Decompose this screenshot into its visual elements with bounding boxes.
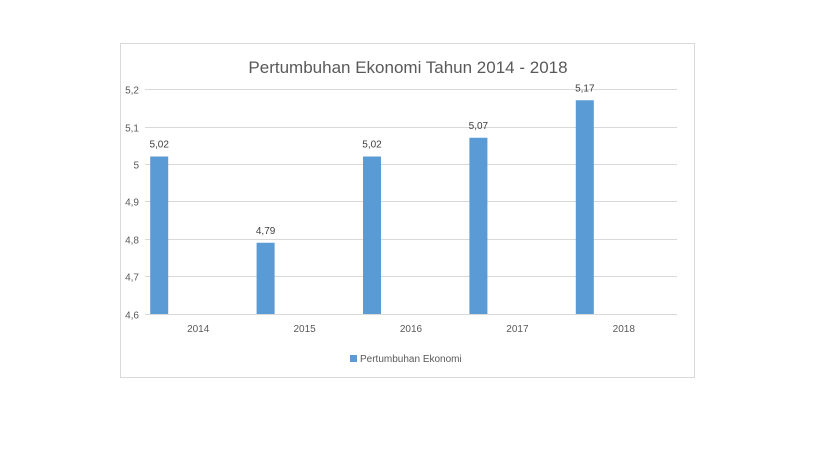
chart-frame: Pertumbuhan Ekonomi Tahun 2014 - 2018 4,… [120,43,695,378]
bar-2015 [256,242,275,314]
y-tick-label: 4,6 [125,311,139,322]
data-label-2018: 5,17 [575,83,595,94]
data-label-2016: 5,02 [362,140,382,151]
x-tick-label-2014: 2014 [187,324,210,335]
x-tick-label-2015: 2015 [293,324,316,335]
y-tick-label: 4,8 [125,236,139,247]
y-tick-label: 4,7 [125,273,139,284]
y-tick-label: 5 [133,161,139,172]
y-axis-tick-labels: 4,6 4,7 4,8 4,9 5 5,1 5,2 [125,86,139,322]
y-tick-label: 5,2 [125,86,139,97]
bar-2018 [575,100,594,314]
y-tick-label: 4,9 [125,198,139,209]
data-label-2015: 4,79 [256,226,276,237]
data-labels: 5,02 4,79 5,02 5,07 5,17 [149,83,595,237]
x-axis-tick-labels: 2014 2015 2016 2017 2018 [187,324,635,335]
y-tick-label: 5,1 [125,124,139,135]
bar-chart: Pertumbuhan Ekonomi Tahun 2014 - 2018 4,… [125,58,677,365]
bar-2017 [469,137,488,314]
x-tick-label-2018: 2018 [613,324,636,335]
gridlines [145,89,677,315]
legend: Pertumbuhan Ekonomi [350,354,462,365]
bar-2014 [150,156,169,314]
chart-title: Pertumbuhan Ekonomi Tahun 2014 - 2018 [248,58,567,77]
x-tick-label-2016: 2016 [400,324,423,335]
data-label-2014: 5,02 [149,140,169,151]
x-tick-label-2017: 2017 [506,324,529,335]
bars [150,100,594,314]
legend-swatch [350,355,357,362]
legend-label: Pertumbuhan Ekonomi [360,354,462,365]
bar-2016 [363,156,381,314]
data-label-2017: 5,07 [469,121,489,132]
